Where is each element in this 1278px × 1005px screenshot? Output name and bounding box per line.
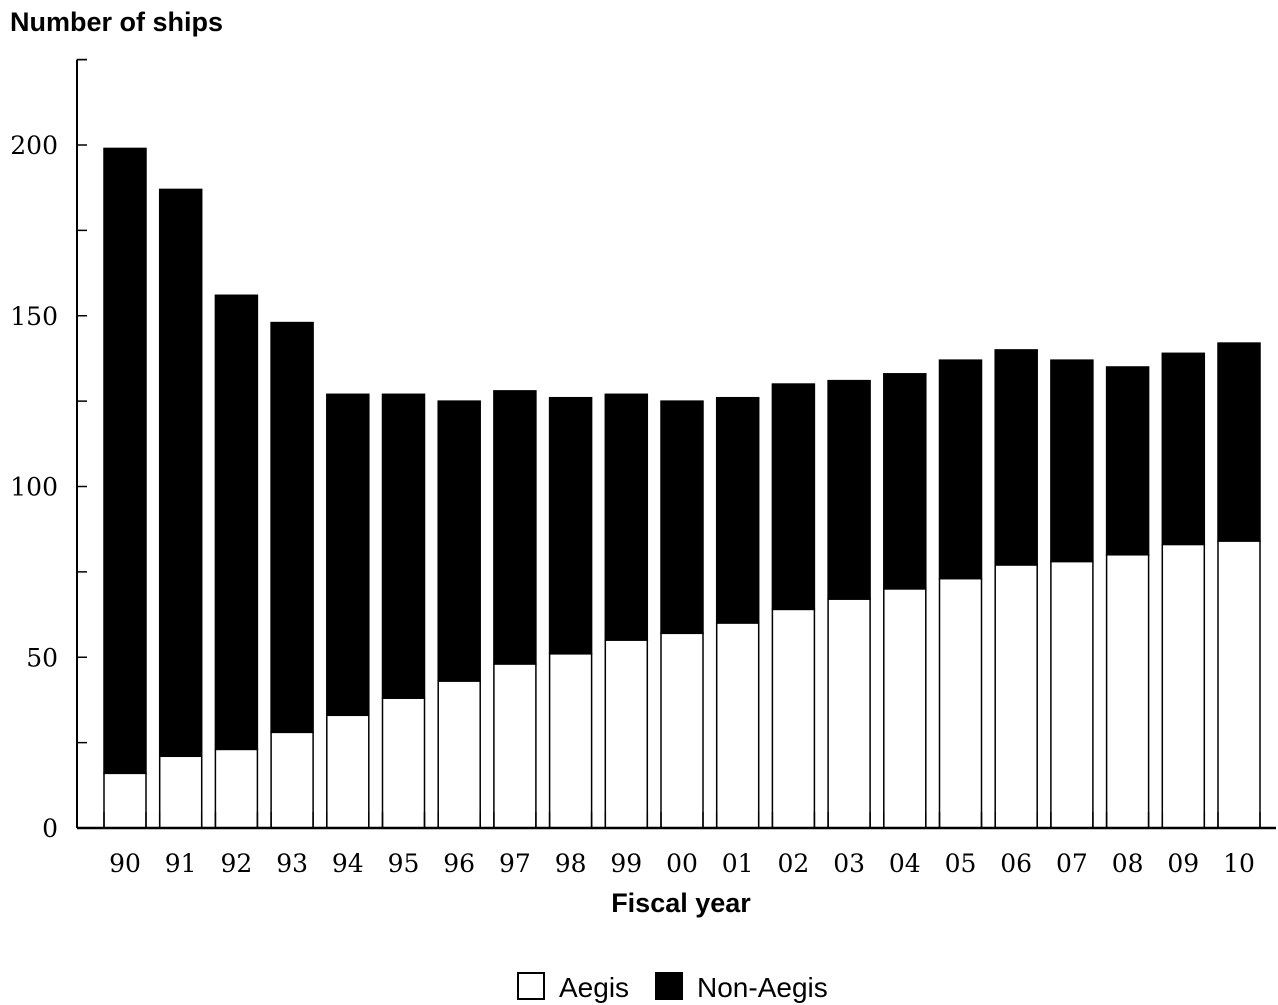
- bar-aegis: [1105, 554, 1150, 829]
- bar-aegis: [270, 731, 314, 829]
- bar-non-aegis: [827, 379, 871, 600]
- y-tick-label: 150: [10, 302, 58, 331]
- x-tick-label: 96: [443, 849, 475, 878]
- bar-non-aegis: [660, 400, 704, 635]
- y-tick-label: 100: [10, 473, 58, 502]
- x-tick-label: 04: [889, 849, 921, 878]
- bar-non-aegis: [994, 349, 1038, 566]
- x-tick-label: 94: [332, 849, 364, 878]
- y-tick-label: 0: [42, 814, 58, 843]
- legend-swatch-non-aegis: [655, 972, 683, 1000]
- bar-aegis: [548, 653, 593, 829]
- bar-non-aegis: [326, 393, 370, 717]
- legend: Aegis Non-Aegis: [517, 972, 828, 1003]
- bar-non-aegis: [1217, 342, 1261, 542]
- x-tick-label: 99: [610, 849, 642, 878]
- bar-aegis: [437, 680, 481, 829]
- bar-aegis: [1217, 540, 1261, 829]
- bar-aegis: [827, 598, 871, 829]
- bar-aegis: [103, 772, 147, 829]
- x-tick-label: 92: [220, 849, 252, 878]
- y-tick-label: 50: [26, 643, 58, 672]
- bar-aegis: [994, 564, 1038, 829]
- x-tick-label: 93: [276, 849, 308, 878]
- bar-non-aegis: [1050, 359, 1094, 563]
- x-tick-label: 91: [165, 849, 197, 878]
- bar-aegis: [883, 588, 927, 829]
- bar-aegis: [1050, 560, 1094, 829]
- x-tick-label: 06: [1000, 849, 1032, 878]
- bar-non-aegis: [437, 400, 481, 682]
- y-tick-label: 200: [10, 131, 58, 160]
- x-tick-label: 03: [833, 849, 865, 878]
- bar-aegis: [214, 748, 259, 829]
- bar-non-aegis: [548, 396, 593, 655]
- bar-aegis: [326, 714, 370, 829]
- x-tick-label: 09: [1167, 849, 1199, 878]
- y-axis-title: Number of ships: [10, 7, 223, 37]
- x-tick-label: 01: [722, 849, 754, 878]
- x-tick-label: 08: [1112, 849, 1144, 878]
- bar-non-aegis: [604, 393, 649, 641]
- legend-label-non-aegis: Non-Aegis: [697, 972, 828, 1003]
- bar-aegis: [158, 755, 203, 829]
- bar-non-aegis: [158, 188, 203, 758]
- x-tick-label: 90: [109, 849, 141, 878]
- x-tick-label: 97: [499, 849, 531, 878]
- legend-swatch-aegis: [517, 972, 545, 1000]
- x-tick-label: 98: [555, 849, 587, 878]
- bar-aegis: [771, 608, 816, 829]
- x-tick-label: 00: [666, 849, 698, 878]
- bar-non-aegis: [1105, 366, 1150, 556]
- bar-non-aegis: [381, 393, 426, 699]
- bar-non-aegis: [938, 359, 983, 580]
- bar-non-aegis: [1161, 352, 1206, 546]
- bar-non-aegis: [493, 390, 537, 665]
- legend-label-aegis: Aegis: [559, 972, 629, 1003]
- bar-non-aegis: [771, 383, 816, 611]
- bar-non-aegis: [270, 321, 314, 734]
- x-tick-label: 02: [777, 849, 809, 878]
- bar-aegis: [604, 639, 649, 829]
- bar-aegis: [493, 663, 537, 829]
- x-axis-title: Fiscal year: [611, 888, 751, 918]
- bar-non-aegis: [103, 147, 147, 775]
- bar-aegis: [660, 632, 704, 829]
- bar-aegis: [1161, 543, 1206, 829]
- bar-non-aegis: [214, 294, 259, 751]
- bar-aegis: [381, 697, 426, 829]
- x-tick-label: 07: [1056, 849, 1088, 878]
- x-tick-label: 05: [945, 849, 977, 878]
- bar-aegis: [938, 577, 983, 829]
- bar-aegis: [715, 622, 760, 829]
- x-tick-label: 10: [1223, 849, 1255, 878]
- bar-non-aegis: [883, 373, 927, 590]
- bar-non-aegis: [715, 396, 760, 624]
- x-tick-label: 95: [388, 849, 420, 878]
